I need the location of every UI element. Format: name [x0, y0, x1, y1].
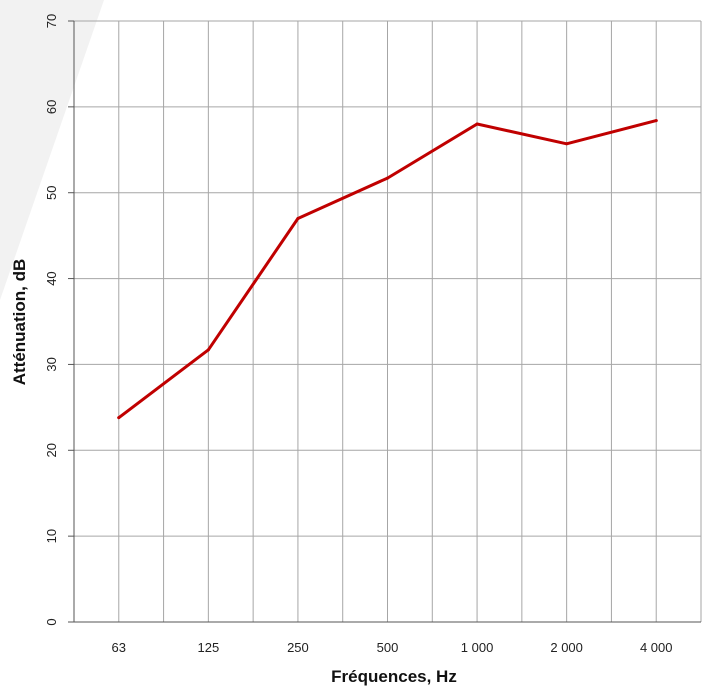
series-group — [117, 119, 658, 420]
y-tick-label: 40 — [44, 271, 59, 285]
data-point — [117, 416, 121, 420]
y-tick-label: 20 — [44, 443, 59, 457]
horizontal-gridlines — [68, 20, 701, 623]
y-tick-label: 50 — [44, 185, 59, 199]
x-tick-label: 250 — [287, 640, 309, 655]
axes — [73, 21, 701, 623]
y-tick-label: 30 — [44, 357, 59, 371]
x-tick-label: 500 — [377, 640, 399, 655]
data-point — [654, 119, 658, 123]
y-tick-labels: 0 10 20 30 40 50 60 70 — [44, 14, 59, 626]
x-axis-title: Fréquences, Hz — [331, 667, 457, 686]
x-tick-label: 125 — [198, 640, 220, 655]
x-tick-label: 1 000 — [461, 640, 494, 655]
x-tick-label: 2 000 — [550, 640, 583, 655]
data-point — [386, 176, 389, 180]
x-tick-labels: 63 125 250 500 1 000 2 000 4 000 — [112, 640, 673, 655]
data-point — [475, 122, 479, 126]
background-shade — [0, 0, 104, 300]
data-point — [206, 348, 210, 352]
data-point — [565, 142, 569, 146]
x-tick-label: 63 — [112, 640, 126, 655]
vertical-gridlines — [118, 21, 702, 622]
y-axis-title: Atténuation, dB — [10, 259, 29, 386]
y-tick-label: 10 — [44, 529, 59, 543]
y-tick-label: 0 — [44, 618, 59, 625]
y-tick-label: 70 — [44, 14, 59, 28]
x-tick-label: 4 000 — [640, 640, 673, 655]
data-point — [296, 216, 300, 220]
y-tick-label: 60 — [44, 100, 59, 114]
